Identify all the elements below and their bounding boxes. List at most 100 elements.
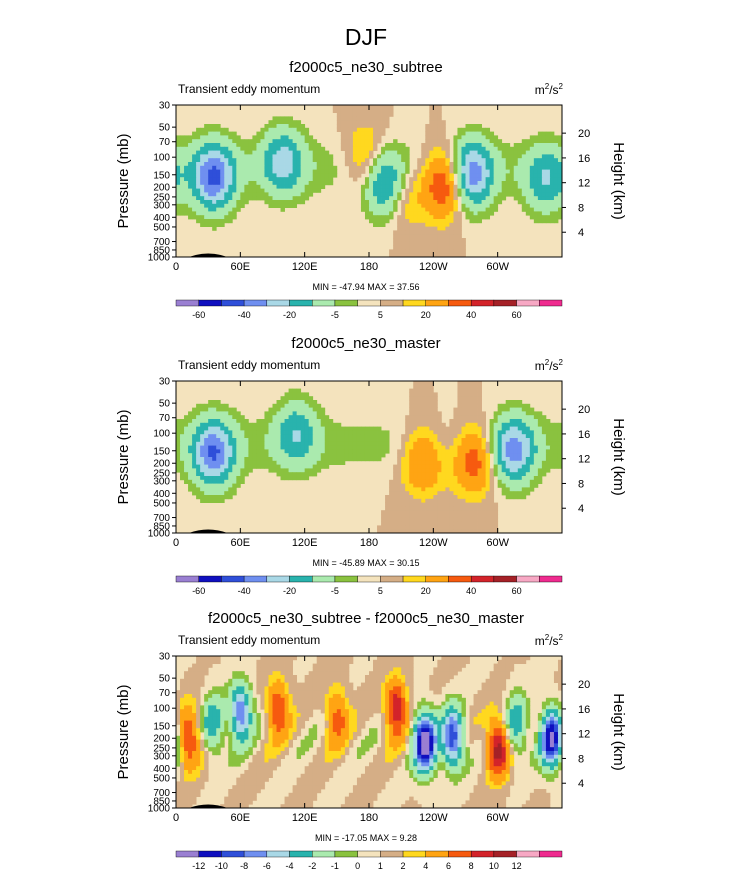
contour-cell (268, 426, 273, 431)
contour-cell (184, 675, 189, 680)
contour-cell (308, 407, 314, 412)
contour-cell (284, 150, 289, 155)
contour-cell (340, 675, 346, 680)
contour-cell (473, 445, 478, 450)
contour-cell (188, 479, 193, 484)
contour-cell (176, 211, 181, 216)
contour-cell (401, 656, 406, 661)
contour-cell (244, 434, 249, 439)
contour-cell (308, 184, 314, 189)
contour-cell (481, 422, 486, 427)
contour-cell (465, 150, 470, 155)
contour-cell (469, 506, 474, 511)
contour-cell (513, 173, 519, 178)
contour-cell (369, 445, 374, 450)
height-tick-label: 20 (578, 128, 590, 140)
contour-cell (236, 675, 241, 680)
contour-cell (457, 403, 462, 408)
contour-cell (320, 158, 326, 163)
contour-cell (425, 211, 430, 216)
contour-cell (541, 453, 547, 458)
contour-cell (324, 181, 330, 186)
contour-cell (248, 188, 253, 193)
contour-cell (529, 464, 535, 469)
contour-cell (441, 196, 446, 201)
contour-cell (252, 173, 257, 178)
contour-cell (445, 438, 450, 443)
contour-cell (328, 659, 334, 664)
contour-cell (465, 468, 470, 473)
contour-cell (449, 667, 454, 672)
contour-cell (264, 150, 269, 155)
contour-cell (240, 476, 245, 481)
contour-cell (473, 483, 478, 488)
contour-cell (417, 502, 422, 507)
contour-cell (276, 188, 281, 193)
contour-cell (397, 449, 402, 454)
contour-cell (505, 154, 511, 159)
contour-cell (417, 479, 422, 484)
contour-cell (457, 407, 462, 412)
contour-cell (469, 177, 474, 182)
contour-cell (429, 146, 434, 151)
contour-cell (441, 449, 446, 454)
contour-cell (445, 675, 450, 680)
contour-cell (397, 146, 402, 151)
contour-cell (449, 675, 454, 680)
contour-cell (445, 143, 450, 148)
contour-cell (352, 105, 358, 110)
contour-cell (292, 434, 298, 439)
contour-cell (469, 476, 474, 481)
contour-cell (369, 438, 374, 443)
contour-cell (437, 162, 442, 167)
contour-cell (288, 388, 293, 393)
contour-cell (557, 438, 562, 443)
contour-cell (429, 396, 434, 401)
contour-cell (300, 472, 306, 477)
contour-cell (433, 116, 438, 121)
contour-cell (224, 143, 229, 148)
contour-cell (381, 173, 386, 178)
contour-cell (537, 215, 543, 220)
contour-cell (288, 396, 293, 401)
contour-cell (453, 453, 458, 458)
contour-cell (340, 656, 346, 661)
contour-cell (256, 445, 261, 450)
contour-cell (228, 146, 233, 151)
contour-cell (493, 411, 499, 416)
contour-cell (509, 192, 515, 197)
contour-cell (437, 476, 442, 481)
contour-cell (389, 169, 394, 174)
contour-cell (489, 419, 495, 424)
contour-cell (397, 173, 402, 178)
contour-cell (457, 415, 462, 420)
contour-cell (188, 158, 193, 163)
contour-cell (284, 188, 289, 193)
contour-cell (364, 188, 370, 193)
contour-cell (453, 184, 458, 189)
contour-cell (236, 177, 241, 182)
contour-cell (188, 430, 193, 435)
contour-cell (461, 441, 466, 446)
contour-cell (509, 457, 515, 462)
contour-cell (413, 249, 418, 254)
contour-cell (429, 392, 434, 397)
contour-cell (425, 464, 430, 469)
contour-cell (461, 521, 466, 526)
contour-cell (360, 162, 366, 167)
contour-cell (296, 422, 302, 427)
contour-cell (421, 219, 426, 224)
contour-cell (385, 146, 390, 151)
contour-cell (433, 671, 438, 676)
contour-cell (260, 177, 265, 182)
contour-cell (469, 184, 474, 189)
contour-cell (413, 219, 418, 224)
contour-cell (453, 158, 458, 163)
contour-cell (529, 487, 535, 492)
contour-cell (200, 495, 205, 500)
contour-cell (413, 495, 418, 500)
contour-cell (300, 419, 306, 424)
contour-cell (188, 419, 193, 424)
contour-cell (200, 487, 205, 492)
contour-cell (377, 112, 382, 117)
